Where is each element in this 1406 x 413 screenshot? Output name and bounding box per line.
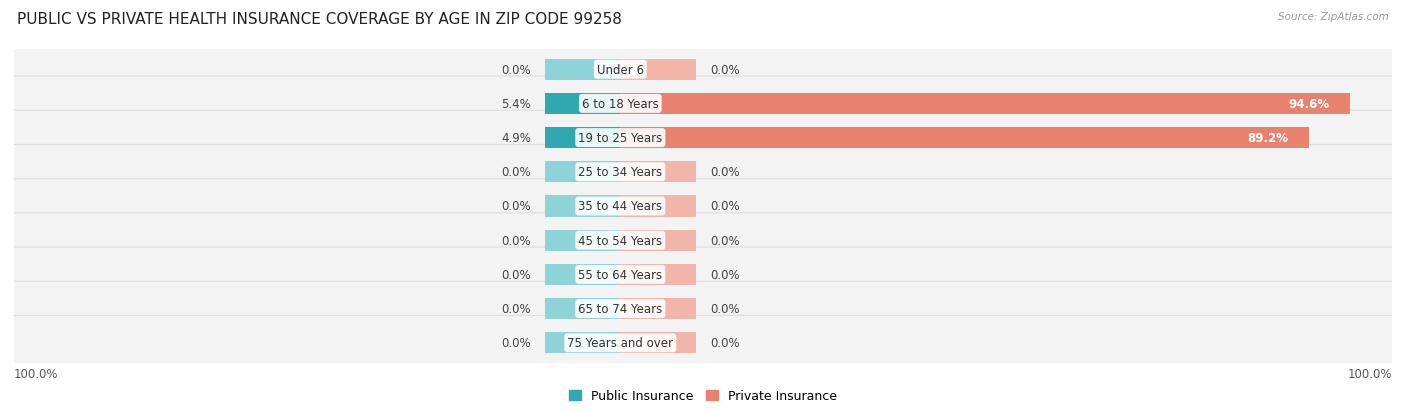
Bar [544,264,620,285]
Text: 0.0%: 0.0% [710,64,740,76]
Text: 19 to 25 Years: 19 to 25 Years [578,132,662,145]
Text: 0.0%: 0.0% [501,200,531,213]
Text: 0.0%: 0.0% [501,166,531,179]
Bar [620,298,696,319]
Text: 75 Years and over: 75 Years and over [568,337,673,349]
Text: 94.6%: 94.6% [1288,97,1330,111]
Bar [544,230,620,251]
Text: 0.0%: 0.0% [501,64,531,76]
Bar [620,59,696,81]
Bar [544,332,620,354]
Bar [620,162,696,183]
Bar [544,94,620,115]
Bar [544,128,620,149]
Text: 100.0%: 100.0% [1347,368,1392,380]
Bar [620,230,696,251]
Text: 100.0%: 100.0% [14,368,59,380]
Bar [544,162,620,183]
Text: Source: ZipAtlas.com: Source: ZipAtlas.com [1278,12,1389,22]
Text: 0.0%: 0.0% [710,166,740,179]
Bar [620,94,1350,115]
Text: 35 to 44 Years: 35 to 44 Years [578,200,662,213]
Text: 5.4%: 5.4% [501,97,531,111]
Bar [620,196,696,217]
Text: 55 to 64 Years: 55 to 64 Years [578,268,662,281]
Bar [544,59,620,81]
Text: 0.0%: 0.0% [710,302,740,316]
Text: 89.2%: 89.2% [1247,132,1288,145]
Text: 25 to 34 Years: 25 to 34 Years [578,166,662,179]
Text: 0.0%: 0.0% [501,337,531,349]
FancyBboxPatch shape [10,214,1396,268]
FancyBboxPatch shape [10,145,1396,199]
FancyBboxPatch shape [10,77,1396,131]
FancyBboxPatch shape [10,247,1396,302]
Text: 65 to 74 Years: 65 to 74 Years [578,302,662,316]
Text: 0.0%: 0.0% [710,337,740,349]
FancyBboxPatch shape [10,316,1396,370]
FancyBboxPatch shape [10,43,1396,97]
Text: 6 to 18 Years: 6 to 18 Years [582,97,658,111]
Bar [620,332,696,354]
Bar [544,196,620,217]
Bar [620,264,696,285]
Bar [620,128,1309,149]
Text: 45 to 54 Years: 45 to 54 Years [578,234,662,247]
Legend: Public Insurance, Private Insurance: Public Insurance, Private Insurance [564,385,842,408]
Text: 0.0%: 0.0% [710,234,740,247]
Text: 0.0%: 0.0% [501,302,531,316]
FancyBboxPatch shape [10,179,1396,234]
Text: 0.0%: 0.0% [710,200,740,213]
Bar [544,298,620,319]
Text: 0.0%: 0.0% [501,268,531,281]
Text: 0.0%: 0.0% [501,234,531,247]
FancyBboxPatch shape [10,111,1396,166]
Text: 4.9%: 4.9% [501,132,531,145]
Text: Under 6: Under 6 [596,64,644,76]
FancyBboxPatch shape [10,282,1396,336]
Text: 0.0%: 0.0% [710,268,740,281]
Text: PUBLIC VS PRIVATE HEALTH INSURANCE COVERAGE BY AGE IN ZIP CODE 99258: PUBLIC VS PRIVATE HEALTH INSURANCE COVER… [17,12,621,27]
